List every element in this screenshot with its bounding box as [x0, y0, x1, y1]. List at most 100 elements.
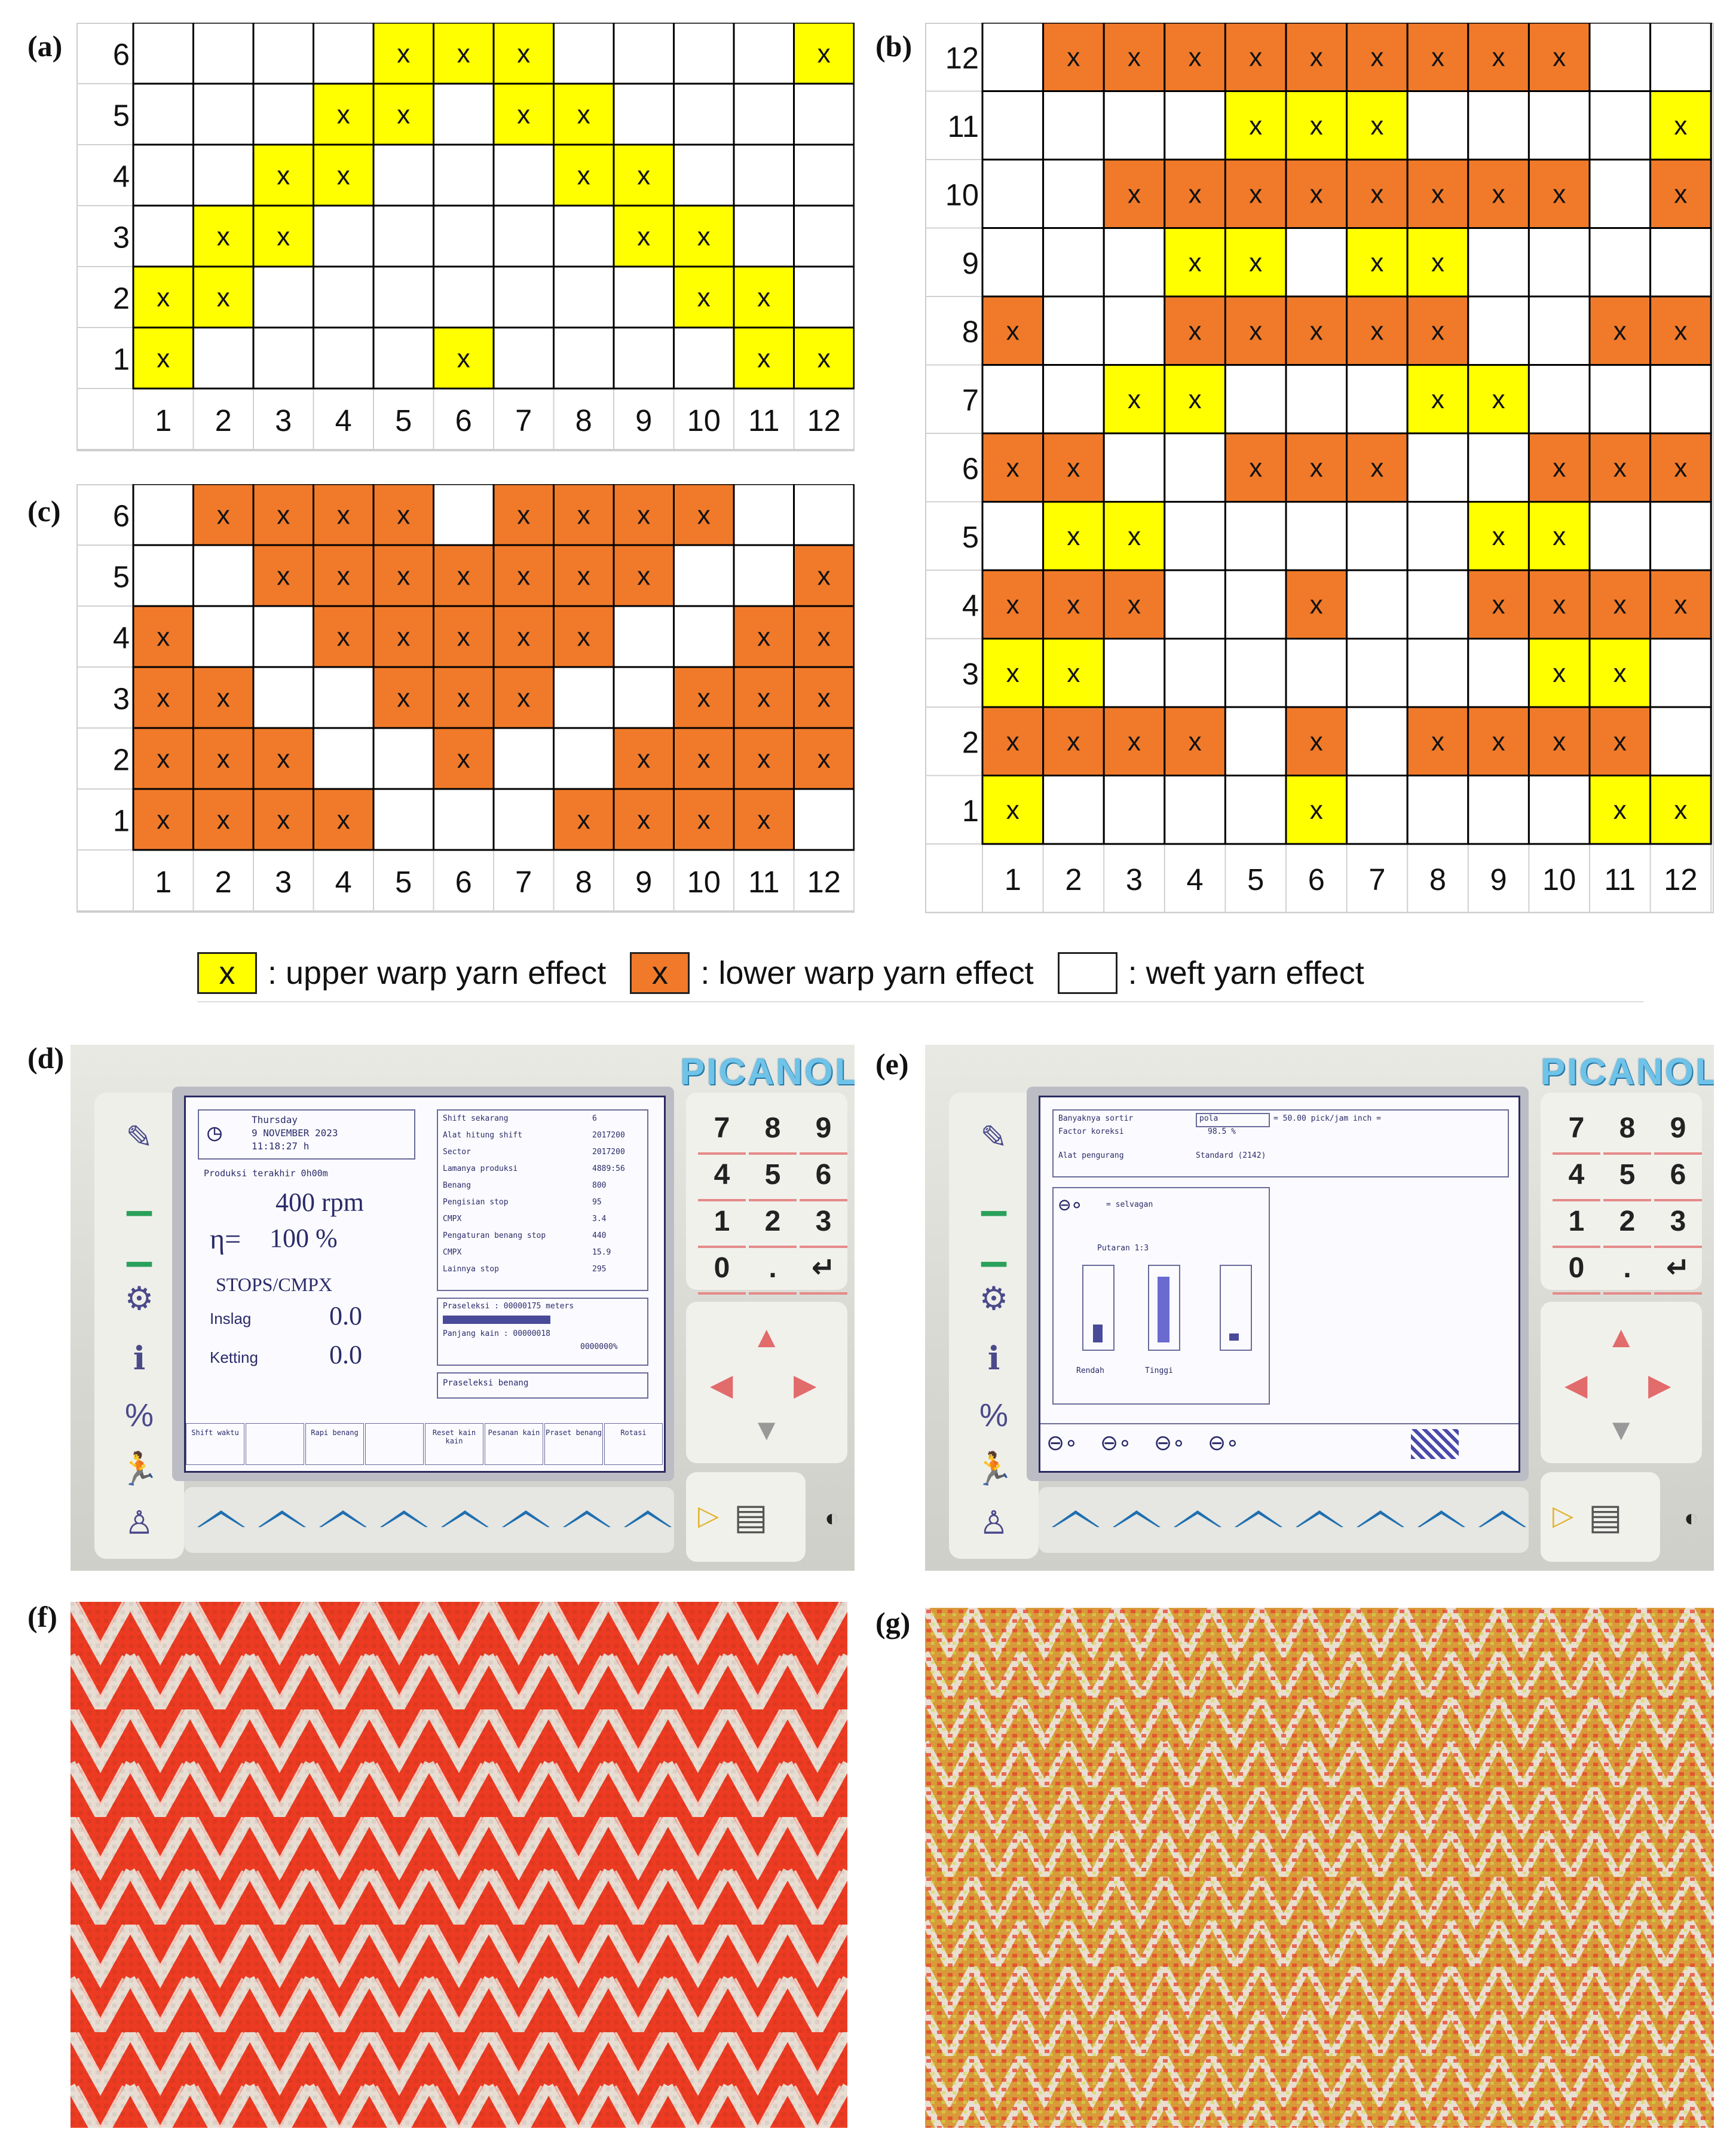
softkey-triangle-icon[interactable]: [429, 1502, 489, 1538]
weave-cell-r8-c7: [1346, 295, 1409, 366]
row1-field[interactable]: pola: [1199, 1114, 1218, 1123]
weave-cell-r1-c2: [192, 326, 255, 390]
weave-mark: x: [1128, 180, 1141, 209]
stat-label: Alat hitung shift: [443, 1131, 523, 1140]
keypad-key[interactable]: 4: [698, 1151, 746, 1201]
percent-icon[interactable]: %: [979, 1397, 1008, 1433]
column-label: 7: [1368, 862, 1385, 897]
loom-roll-icon[interactable]: ⚙: [124, 1281, 154, 1317]
keypad-key[interactable]: 8: [1603, 1105, 1651, 1155]
screen-softkey-1[interactable]: Shift waktu: [186, 1423, 244, 1465]
softkey-triangle-icon[interactable]: [1223, 1502, 1282, 1538]
softkey-triangle-icon[interactable]: [246, 1502, 306, 1538]
softkey-triangle-icon[interactable]: [1345, 1502, 1404, 1538]
arrow-left-icon[interactable]: ◀: [710, 1368, 733, 1402]
softkey-triangle-icon[interactable]: [490, 1502, 550, 1538]
keypad-key[interactable]: 6: [800, 1151, 847, 1201]
arrow-up-icon[interactable]: ▲: [1606, 1320, 1636, 1354]
keypad-key[interactable]: 0: [698, 1244, 746, 1295]
softkey-triangle-icon[interactable]: [612, 1502, 672, 1538]
notebook-icon[interactable]: ✎: [980, 1119, 1008, 1155]
softkey-triangle-icon[interactable]: [1284, 1502, 1343, 1538]
yellow-arrow-icon[interactable]: ▷: [698, 1500, 719, 1531]
info-icon[interactable]: ℹ: [133, 1341, 146, 1377]
arrow-right-icon[interactable]: ▶: [1648, 1368, 1671, 1402]
green-line-icon[interactable]: ▁: [981, 1230, 1006, 1266]
weave-cell-r12-c10: [1527, 23, 1591, 92]
info-icon[interactable]: ℹ: [987, 1341, 1000, 1377]
screen-softkey-5[interactable]: Reset kain kain: [425, 1423, 483, 1465]
keypad-key[interactable]: 9: [1654, 1105, 1702, 1155]
page-icon[interactable]: ▤: [1588, 1497, 1622, 1537]
operator-icon[interactable]: ♙: [979, 1505, 1009, 1541]
screen-softkey-3[interactable]: Rapi benang: [305, 1423, 364, 1465]
selvage-tab-icon[interactable]: ⊖∘: [1208, 1430, 1239, 1455]
arrow-up-icon[interactable]: ▲: [752, 1320, 782, 1354]
operator-icon[interactable]: ♙: [124, 1505, 154, 1541]
keypad-key[interactable]: 3: [1654, 1198, 1702, 1248]
contrast-icon[interactable]: ◐: [825, 1505, 840, 1531]
screen-softkey-4[interactable]: [365, 1423, 424, 1465]
screen-softkey-8[interactable]: Rotasi: [604, 1423, 663, 1465]
keypad-key[interactable]: .: [1603, 1244, 1651, 1295]
keypad-key[interactable]: 7: [698, 1105, 746, 1155]
runner-icon[interactable]: 🏃: [119, 1451, 160, 1487]
softkey-triangle-icon[interactable]: [1162, 1502, 1221, 1538]
screen-softkey-7[interactable]: Praset benang: [544, 1423, 603, 1465]
runner-icon[interactable]: 🏃: [973, 1451, 1014, 1487]
column-label: 12: [807, 865, 841, 899]
screen-softkey-2[interactable]: [246, 1423, 304, 1465]
arrow-down-icon[interactable]: ▼: [1606, 1413, 1636, 1446]
arrow-right-icon[interactable]: ▶: [794, 1368, 817, 1402]
keypad-key[interactable]: 3: [800, 1198, 847, 1248]
keypad-key[interactable]: 9: [800, 1105, 847, 1155]
percent-icon[interactable]: %: [124, 1397, 154, 1433]
keypad-key[interactable]: 6: [1654, 1151, 1702, 1201]
page-icon[interactable]: ▤: [734, 1497, 768, 1537]
weave-mark: x: [1249, 43, 1262, 72]
weave-mark: x: [1128, 43, 1141, 72]
green-line-icon[interactable]: ▁: [981, 1179, 1006, 1215]
weave-mark: x: [1613, 659, 1627, 688]
keypad-key[interactable]: .: [749, 1244, 797, 1295]
keypad-key[interactable]: 5: [1603, 1151, 1651, 1201]
keypad-key[interactable]: 2: [1603, 1198, 1651, 1248]
keypad-key[interactable]: 8: [749, 1105, 797, 1155]
softkey-triangle-icon[interactable]: [368, 1502, 428, 1538]
pattern-tab-icon[interactable]: [1411, 1429, 1459, 1459]
weave-mark: x: [397, 683, 410, 712]
green-line-icon[interactable]: ▁: [127, 1179, 152, 1215]
arrow-down-icon[interactable]: ▼: [752, 1413, 782, 1446]
green-line-icon[interactable]: ▁: [127, 1230, 152, 1266]
softkey-triangle-icon[interactable]: [1040, 1502, 1100, 1538]
arrow-left-icon[interactable]: ◀: [1564, 1368, 1588, 1402]
contrast-icon[interactable]: ◐: [1684, 1505, 1699, 1531]
keypad-key[interactable]: 2: [749, 1198, 797, 1248]
screen-softkey-6[interactable]: Pesanan kain: [485, 1423, 543, 1465]
weave-mark: x: [577, 622, 590, 651]
selvage-tab-icon[interactable]: ⊖∘: [1100, 1430, 1132, 1455]
softkey-triangle-icon[interactable]: [307, 1502, 367, 1538]
softkey-triangle-icon[interactable]: [185, 1502, 245, 1538]
notebook-icon[interactable]: ✎: [125, 1119, 153, 1155]
selvage-tab-icon[interactable]: ⊖∘: [1154, 1430, 1186, 1455]
weave-cell-r4-c10: [673, 605, 735, 668]
softkey-triangle-icon[interactable]: [1406, 1502, 1465, 1538]
keypad-key[interactable]: 0: [1553, 1244, 1600, 1295]
stat-value: 95: [592, 1198, 602, 1207]
keypad-key[interactable]: 7: [1553, 1105, 1600, 1155]
keypad-key[interactable]: 1: [1553, 1198, 1600, 1248]
keypad-key[interactable]: 1: [698, 1198, 746, 1248]
softkey-triangle-icon[interactable]: [551, 1502, 611, 1538]
yellow-arrow-icon[interactable]: ▷: [1553, 1500, 1574, 1531]
selvage-tab-icon[interactable]: ⊖∘: [1046, 1430, 1078, 1455]
keypad-key[interactable]: ↵: [1654, 1244, 1702, 1295]
loom-roll-icon[interactable]: ⚙: [979, 1281, 1009, 1317]
softkey-triangle-icon[interactable]: [1101, 1502, 1161, 1538]
weave-mark: x: [1553, 43, 1566, 72]
date-text: 9 NOVEMBER 2023: [252, 1127, 338, 1139]
keypad-key[interactable]: ↵: [800, 1244, 847, 1295]
keypad-key[interactable]: 5: [749, 1151, 797, 1201]
softkey-triangle-icon[interactable]: [1466, 1502, 1526, 1538]
keypad-key[interactable]: 4: [1553, 1151, 1600, 1201]
